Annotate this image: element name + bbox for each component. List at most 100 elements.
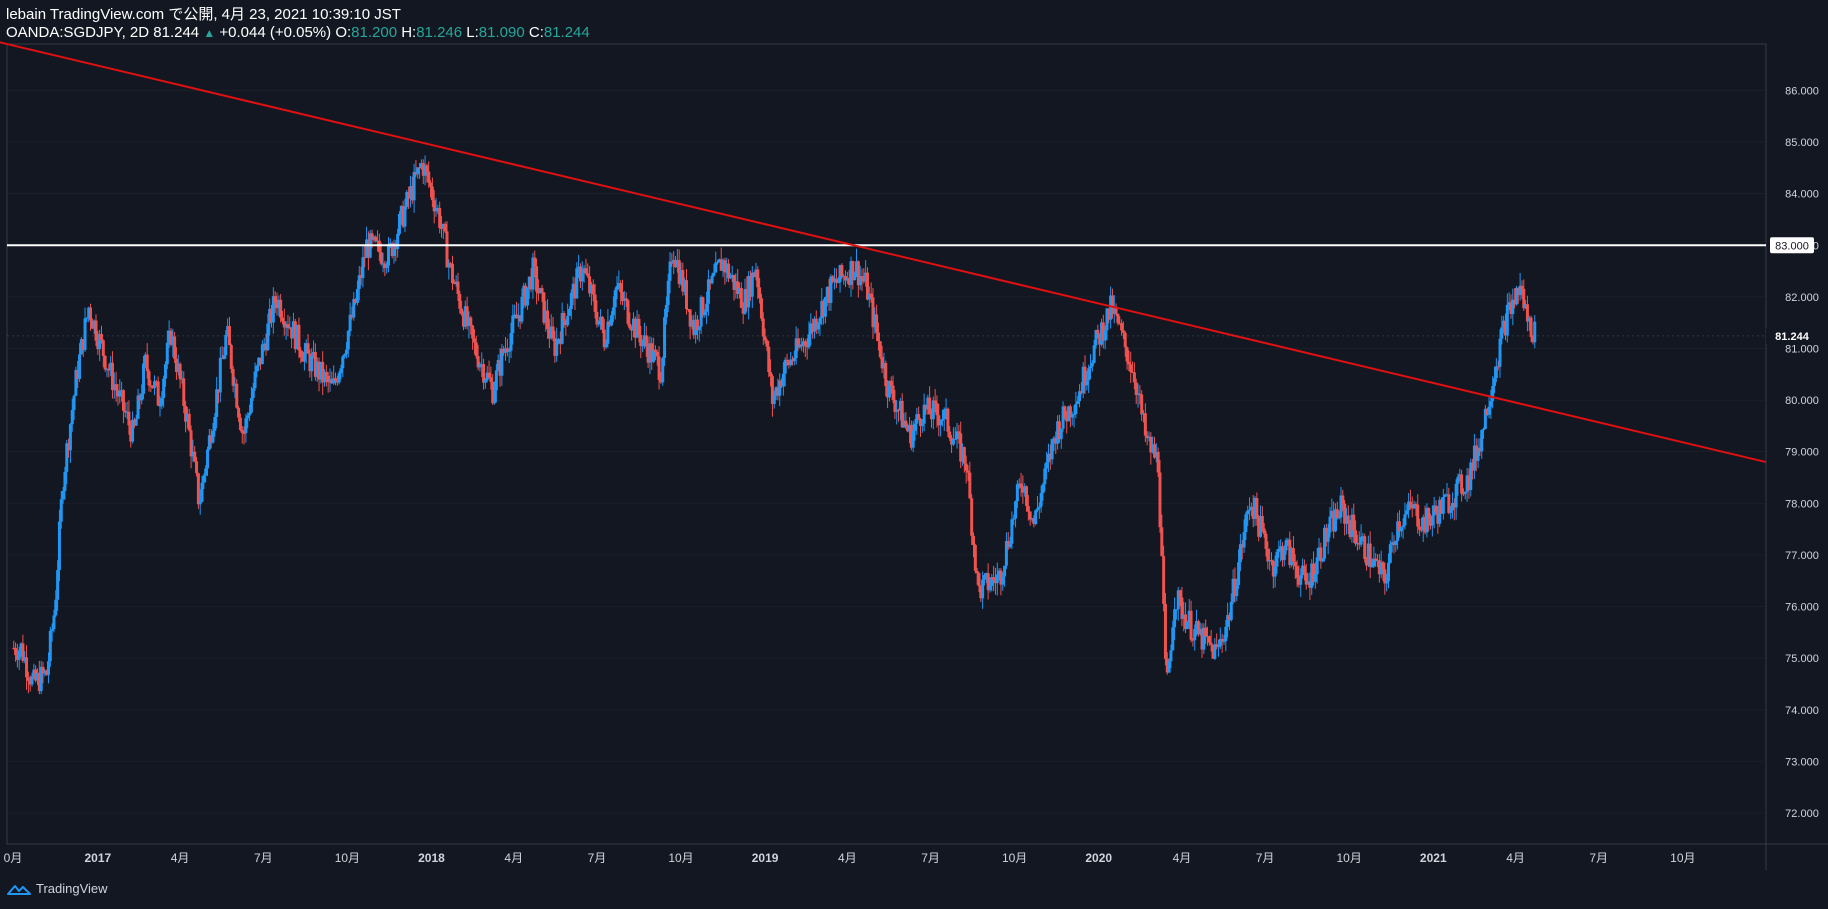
candle-body [1308,581,1312,588]
grid-lines [7,90,1766,814]
candle-body [864,272,868,282]
candle-body [485,372,489,381]
candle-body [240,430,244,434]
symbol-label: OANDA:SGDJPY, 2D 81.244 [6,24,200,41]
candle-body [154,381,158,383]
candle-body [831,276,835,282]
candle-body [1357,542,1361,545]
time-axis[interactable]: 0月 2017 4月 7月 10月 2018 4月 7月 10月 2019 4月 7月 10月 2020 4… [4,851,1696,865]
candle-body [1118,323,1122,325]
candle-body [1032,518,1036,525]
footer: TradingView [6,881,108,896]
candle-body [264,343,268,351]
candle-body [929,414,933,420]
candle-body [1218,638,1222,647]
candle-body [869,293,873,298]
candle-body [297,324,301,351]
candle-body [1195,621,1199,630]
candle-body [129,425,133,442]
candle-body [955,431,959,439]
candle-body [1068,406,1072,418]
candle-body [174,358,178,372]
candle-body [1390,542,1394,545]
price-axis[interactable]: 86.000 85.000 84.000 83.000 82.000 81.000 80.0… [1766,85,1819,820]
candle-body [1087,368,1091,381]
candle-body [542,292,546,323]
candle-body [306,343,310,354]
candle-body [593,294,597,312]
candle-body [986,573,990,591]
candle-body [962,447,966,464]
candle-body [299,350,303,358]
candle-body [723,260,727,273]
candle-body [873,314,877,328]
candle-body [531,257,535,290]
candle-body [1271,561,1275,577]
candle-body [1127,361,1131,365]
candle-body [21,643,25,661]
candle-body [953,438,957,440]
candle-body [566,315,570,326]
candle-body [1131,371,1135,373]
candle-body [1516,287,1520,296]
candle-body [657,356,661,380]
time-tick-label: 2021 [1420,851,1447,865]
candle-body [1432,505,1436,516]
candle-body [624,298,628,301]
candle-body [1522,288,1526,309]
candle-body [1514,287,1518,305]
candle-body [348,314,352,332]
candle-body [972,535,976,546]
candle-body [617,283,621,286]
candle-body [1021,487,1025,493]
candle-body [891,385,895,400]
candle-body [569,292,573,310]
candle-body [1412,504,1416,509]
candle-body [1471,462,1475,471]
candle-body [1452,502,1456,508]
candle-body [25,657,29,678]
candle-body [951,439,955,445]
candle-body [630,328,634,331]
candle-body [1006,541,1010,548]
candle-body [180,378,184,380]
candle-body [434,208,438,212]
candle-body [937,415,941,426]
drawings[interactable] [0,41,1767,464]
candle-body [639,335,643,347]
candle-body [1447,494,1451,513]
candle-body [1480,430,1484,452]
candle-body [1485,408,1489,415]
candle-body [840,265,844,277]
candle-body [365,239,369,258]
candle-body [893,399,897,412]
candle-body [171,336,175,345]
candle-body [1054,437,1058,444]
candle-body [1041,484,1045,494]
candle-body [759,298,763,319]
low-value: 81.090 [478,24,525,41]
candle-body [948,431,952,439]
candle-body [747,275,751,308]
candle-body [602,329,606,348]
candle-body [1500,327,1504,339]
candle-body [1284,540,1288,551]
candle-body [388,242,392,245]
candle-body [1483,408,1487,429]
candle-body [259,357,263,365]
candle-body [1202,627,1206,650]
candle-body [257,357,261,366]
candle-body [999,570,1003,585]
candle-body [1503,320,1507,336]
candle-body [1154,451,1158,458]
candle-body [507,350,511,352]
candle-body [118,390,122,397]
candle-body [666,280,670,305]
candle-body [330,379,334,384]
candle-body [520,296,524,322]
candle-body [1072,413,1076,415]
candle-body [41,666,45,674]
candle-body [513,314,517,316]
candle-body [1109,295,1113,320]
